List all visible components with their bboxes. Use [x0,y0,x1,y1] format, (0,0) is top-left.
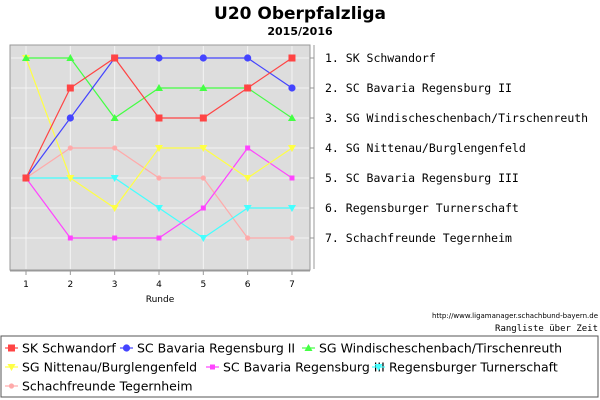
series-layer [22,54,296,242]
series-4-point-5 [199,145,208,152]
series-5-point-5 [200,205,206,211]
legend-item-7[interactable]: Schachfreunde Tegernheim [5,379,193,394]
series-5-point-7 [289,175,295,181]
chart-title: U20 Oberpfalzliga [214,4,386,24]
x-tick-label-2: 2 [67,280,73,290]
x-axis-label: Runde [146,295,175,305]
series-7-point-3 [112,145,118,151]
legend-swatch-marker-6 [374,364,383,371]
series-4-point-3 [110,205,119,212]
final-ranking-labels: 1. SK Schwandorf 2. SC Bavaria Regensburg… [310,45,588,269]
ranking-label-1: 1. SK Schwandorf [325,51,436,65]
x-tick-label-6: 6 [245,280,251,290]
legend-item-5[interactable]: SC Bavaria Regensburg III [206,360,385,375]
ranking-label-7: 7. Schachfreunde Tegernheim [325,231,512,245]
legend-item-6[interactable]: Regensburger Turnerschaft [372,360,558,375]
x-tick-label-7: 7 [289,280,295,290]
legend-label-3: SG Windischeschenbach/Tirschenreuth [319,341,562,356]
legend-swatch-marker-4 [7,364,16,371]
x-tick-label-5: 5 [200,280,206,290]
series-5-point-3 [112,235,118,241]
series-2-point-7 [288,84,296,92]
ranking-label-3: 3. SG Windischeschenbach/Tirschenreuth [325,111,588,125]
series-7-point-7 [289,235,295,241]
legend-label-7: Schachfreunde Tegernheim [22,379,193,394]
series-3-point-2 [66,54,75,61]
series-6-point-6 [243,205,252,212]
series-7-point-2 [67,145,73,151]
legend-item-3[interactable]: SG Windischeschenbach/Tirschenreuth [302,341,562,356]
x-tick-label-1: 1 [23,280,29,290]
series-3-point-4 [154,84,163,91]
series-7 [23,145,295,241]
chart-subtitle: 2015/2016 [267,25,333,38]
series-6-point-7 [287,205,296,212]
series-4-point-6 [243,175,252,182]
series-1-point-4 [155,114,163,122]
series-3-point-3 [110,114,119,121]
series-1-point-5 [199,114,207,122]
series-7-point-5 [200,175,206,181]
series-1-point-6 [244,84,252,92]
ranking-label-2: 2. SC Bavaria Regensburg II [325,81,512,95]
series-1-point-2 [66,84,74,92]
x-axis: 1 2 3 4 5 6 7 [10,270,310,290]
series-4 [22,55,296,212]
legend-label-6: Regensburger Turnerschaft [389,360,558,375]
series-6-point-5 [199,235,208,242]
series-2-point-4 [155,54,163,62]
series-1 [22,54,296,182]
series-1-point-3 [111,54,119,62]
series-3-point-7 [287,114,296,121]
legend: SK Schwandorf SC Bavaria Regensburg II SG … [5,341,562,394]
series-7-point-4 [156,175,162,181]
series-4-point-2 [66,175,75,182]
ranking-label-5: 5. SC Bavaria Regensburg III [325,171,519,185]
x-tick-label-4: 4 [156,280,162,290]
legend-swatch-marker-7 [8,383,15,389]
series-3-point-5 [199,84,208,91]
plot-area [9,44,311,271]
legend-label-5: SC Bavaria Regensburg III [223,360,385,375]
legend-item-4[interactable]: SG Nittenau/Burglengenfeld [5,360,197,375]
series-7-point-6 [245,235,251,241]
series-4-point-4 [154,145,163,152]
series-4-point-7 [287,145,296,152]
legend-item-2[interactable]: SC Bavaria Regensburg II [120,341,295,356]
legend-box [0,335,599,398]
legend-label-1: SK Schwandorf [22,341,116,356]
series-1-point-1 [22,174,30,182]
series-2-point-6 [244,54,252,62]
ranking-label-4: 4. SG Nittenau/Burglengenfeld [325,141,526,155]
series-3-point-1 [22,54,30,61]
legend-swatch-marker-1 [8,344,15,352]
chart-caption: Rangliste über Zeit [495,324,598,334]
series-5-point-2 [67,235,73,241]
ranking-label-6: 6. Regensburger Turnerschaft [325,201,519,215]
legend-label-2: SC Bavaria Regensburg II [137,341,295,356]
series-6-point-4 [154,205,163,212]
series-5-point-4 [156,235,162,241]
series-6-point-3 [110,175,119,182]
legend-swatch-marker-3 [304,344,313,351]
source-url[interactable]: http://www.ligamanager.schachbund-bayern… [432,312,598,320]
series-2-point-2 [66,114,74,122]
legend-swatch-marker-2 [122,344,131,352]
legend-swatch-marker-5 [210,364,215,370]
x-tick-label-3: 3 [112,280,118,290]
legend-label-4: SG Nittenau/Burglengenfeld [22,360,197,375]
series-5-point-6 [245,145,251,151]
series-1-point-7 [288,54,296,62]
series-2-point-5 [199,54,207,62]
legend-item-1[interactable]: SK Schwandorf [5,341,116,356]
